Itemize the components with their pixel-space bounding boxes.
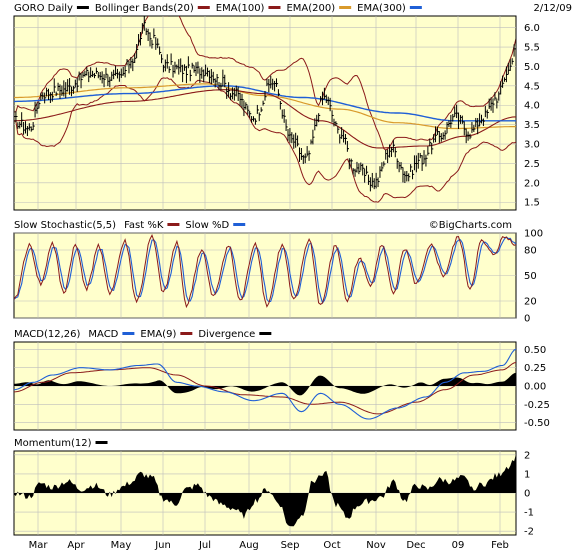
y-tick-label-price-2: 2.5	[524, 159, 540, 170]
legend-text-price-2: EMA(100)	[216, 3, 265, 14]
y-tick-label-price-3: 3.0	[524, 140, 540, 151]
legend-swatch-stochastic-1	[167, 223, 180, 226]
legend-swatch-price-4	[409, 6, 422, 9]
x-tick-label-10: 09	[452, 540, 465, 551]
momentum-series-group	[14, 454, 516, 527]
x-tick-label-3: Jun	[154, 540, 171, 551]
legend-text-momentum-0: Momentum(12)	[14, 438, 92, 449]
price-series-group	[14, 16, 516, 203]
legend-text-price-4: EMA(300)	[357, 3, 406, 14]
legend-text-macd-0: MACD(12,26)	[14, 329, 81, 340]
y-tick-label-price-9: 6.0	[524, 23, 540, 34]
y-tick-label-momentum-4: 2	[524, 450, 530, 461]
legend-text-macd-1: MACD	[88, 329, 118, 340]
legend-text-price-3: EMA(200)	[286, 3, 335, 14]
y-tick-label-macd-1: -0.25	[524, 400, 550, 411]
text-layer: 1.5 2.0 2.5 3.0 3.5 4.0 4.5 5.0 5.5 6.0 GORO Daily…	[14, 3, 550, 551]
legend-text-stochastic-1: Fast %K	[124, 220, 164, 231]
x-tick-label-11: Feb	[491, 540, 509, 551]
y-tick-label-price-8: 5.5	[524, 43, 540, 54]
panel-price	[13, 15, 517, 211]
x-tick-label-0: Mar	[29, 540, 49, 551]
stochastic-series-group	[14, 234, 516, 309]
legend-text-stochastic-2: Slow %D	[185, 220, 229, 231]
legend-text-stochastic-0: Slow Stochastic(5,5)	[14, 220, 116, 231]
x-tick-label-1: Apr	[67, 540, 85, 551]
y-tick-label-price-7: 5.0	[524, 62, 540, 73]
y-tick-label-momentum-1: -1	[524, 508, 534, 519]
legend-text-price-1: Bollinger Bands(20)	[95, 3, 194, 14]
y-tick-label-momentum-0: -2	[524, 527, 534, 538]
legend-swatch-macd-1	[122, 332, 135, 335]
bollinger-upper-line	[14, 16, 516, 151]
macd-ema-line	[14, 362, 516, 415]
y-tick-label-stochastic-0: 0	[524, 314, 530, 325]
legend-swatch-macd-2	[180, 332, 193, 335]
y-tick-label-price-0: 1.5	[524, 198, 540, 209]
legend-swatch-price-2	[268, 6, 281, 9]
y-tick-label-macd-4: 0.50	[524, 345, 546, 356]
x-tick-label-4: Jul	[198, 540, 211, 551]
divergence-area	[14, 372, 516, 396]
y-tick-label-price-1: 2.0	[524, 178, 540, 189]
series-layer	[14, 16, 516, 527]
y-tick-label-momentum-2: 0	[524, 489, 530, 500]
x-tick-label-5: Aug	[239, 540, 259, 551]
y-tick-label-macd-0: -0.50	[524, 418, 550, 429]
legend-swatch-price-1	[197, 6, 210, 9]
watermark-text: ©BigCharts.com	[429, 220, 512, 231]
macd-line	[14, 348, 516, 420]
legend-swatch-stochastic-2	[233, 223, 246, 226]
legend-text-price-0: GORO Daily	[14, 3, 73, 14]
slow-d-line	[14, 236, 516, 305]
y-tick-label-momentum-3: 1	[524, 469, 530, 480]
bollinger-lower-line	[14, 77, 516, 203]
legend-swatch-price-0	[76, 6, 89, 9]
x-tick-label-7: Oct	[323, 540, 340, 551]
y-tick-label-stochastic-3: 80	[524, 246, 537, 257]
fast-k-line	[14, 234, 516, 309]
y-tick-label-price-6: 4.5	[524, 81, 540, 92]
momentum-area	[14, 454, 516, 527]
y-tick-label-stochastic-1: 20	[524, 297, 537, 308]
legend-swatch-price-3	[339, 6, 352, 9]
y-tick-label-macd-3: 0.25	[524, 363, 546, 374]
x-tick-label-8: Nov	[366, 540, 386, 551]
legend-text-macd-2: EMA(9)	[140, 329, 176, 340]
y-tick-label-stochastic-4: 100	[524, 229, 543, 240]
y-tick-label-price-4: 3.5	[524, 120, 540, 131]
legend-text-macd-3: Divergence	[198, 329, 255, 340]
x-tick-label-9: Dec	[406, 540, 425, 551]
y-tick-label-stochastic-2: 50	[524, 271, 537, 282]
macd-series-group	[14, 348, 516, 420]
legend-swatch-macd-3	[259, 332, 272, 335]
y-tick-label-macd-2: 0.00	[524, 382, 546, 393]
x-tick-label-6: Sep	[281, 540, 300, 551]
x-tick-label-2: May	[111, 540, 132, 551]
chart-date: 2/12/09	[533, 3, 572, 14]
legend-swatch-momentum-0	[95, 441, 108, 444]
y-tick-label-price-5: 4.0	[524, 101, 540, 112]
